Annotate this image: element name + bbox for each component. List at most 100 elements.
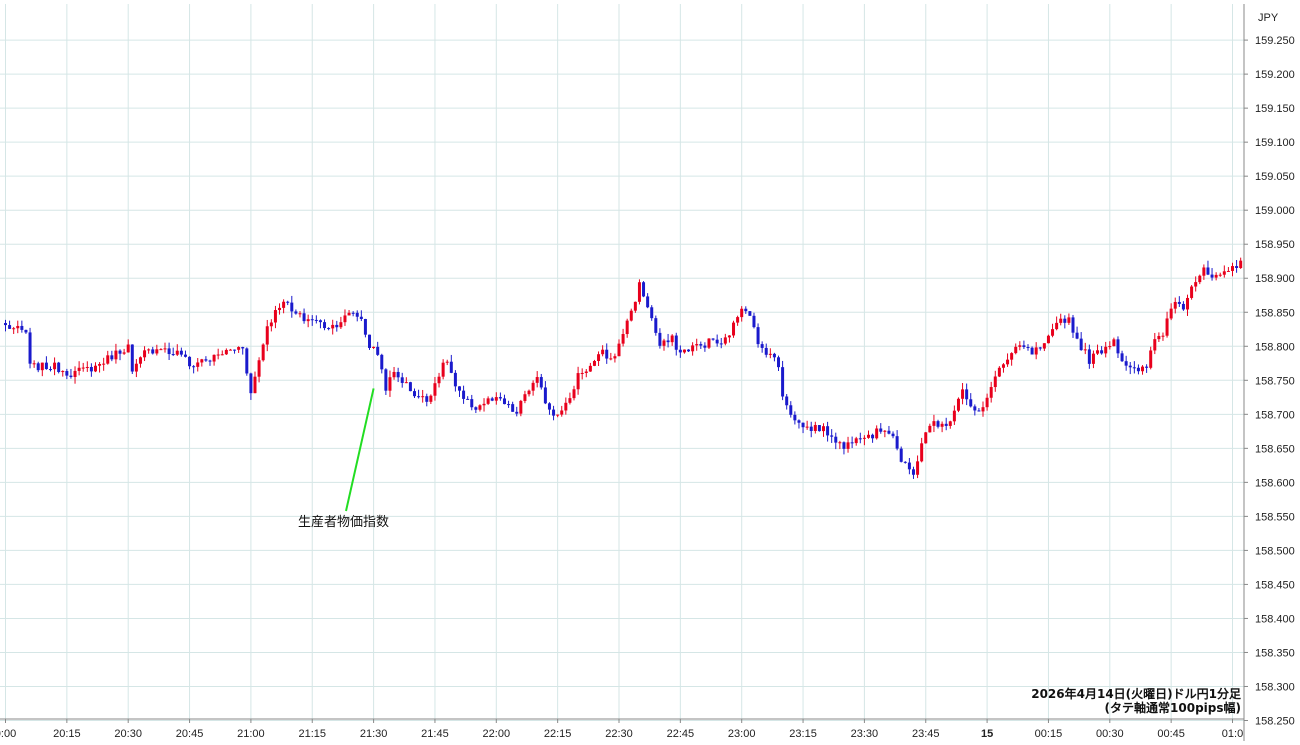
x-tick-label: 23:30 [851, 728, 879, 740]
candle-body [552, 409, 556, 416]
candle-body [228, 349, 232, 351]
candle-body [1239, 260, 1243, 268]
candle-body [711, 338, 715, 340]
x-tick-label: 21:45 [421, 728, 449, 740]
y-tick-label: 158.850 [1255, 307, 1295, 319]
candle-body [1046, 335, 1050, 344]
candle-body [899, 448, 903, 462]
candle-body [1116, 339, 1120, 354]
y-tick-label: 159.250 [1255, 35, 1295, 47]
candle-body [777, 357, 781, 368]
y-tick-label: 158.950 [1255, 239, 1295, 251]
candle-body [171, 354, 175, 356]
candle-body [351, 312, 355, 314]
candle-body [1006, 359, 1010, 365]
candle-body [470, 399, 474, 408]
candle-body [143, 350, 147, 358]
candle-body [138, 357, 142, 364]
candle-body [1190, 286, 1194, 298]
candle-body [314, 319, 318, 321]
candle-body [110, 355, 114, 360]
candle-body [1120, 353, 1124, 362]
x-tick-label: 00:30 [1096, 728, 1124, 740]
candle-body [376, 346, 380, 355]
candle-body [871, 434, 875, 439]
candle-body [183, 354, 187, 357]
candle-body [1165, 318, 1169, 336]
candle-body [519, 400, 523, 414]
candle-body [781, 367, 785, 397]
y-tick-label: 159.200 [1255, 69, 1295, 81]
candle-body [687, 349, 691, 352]
y-tick-label: 158.550 [1255, 511, 1295, 523]
candle-body [952, 410, 956, 422]
candle-body [155, 349, 159, 354]
candle-body [658, 332, 662, 346]
candle-body [1206, 267, 1210, 275]
candle-body [396, 371, 400, 378]
candle-body [1132, 367, 1136, 369]
candle-body [126, 344, 130, 353]
grid-lines [0, 4, 1244, 721]
candle-body [1001, 364, 1005, 368]
candle-body [691, 345, 695, 352]
candle-body [278, 307, 282, 311]
candle-body [932, 421, 936, 426]
x-tick-label: 01:0 [1222, 728, 1243, 740]
candle-body [1055, 322, 1059, 330]
x-tick-label: 22:15 [544, 728, 572, 740]
candle-body [192, 366, 196, 368]
candle-body [151, 349, 155, 354]
y-tick-label: 158.500 [1255, 545, 1295, 557]
candle-body [1169, 308, 1173, 319]
x-tick-label: 20:15 [53, 728, 81, 740]
y-tick-label: 158.600 [1255, 477, 1295, 489]
candle-body [457, 386, 461, 391]
candle-body [556, 414, 560, 416]
candle-body [956, 398, 960, 411]
candle-body [20, 325, 24, 330]
candle-body [793, 414, 797, 421]
candle-body [106, 355, 110, 364]
candle-body [568, 398, 572, 403]
candle-body [433, 383, 437, 396]
candle-body [768, 353, 772, 355]
candle-body [1149, 350, 1153, 368]
candle-body [1051, 329, 1055, 336]
candle-body [895, 436, 899, 449]
candle-body [478, 405, 482, 410]
candle-body [797, 420, 801, 423]
y-tick-label: 158.650 [1255, 443, 1295, 455]
candle-body [490, 398, 494, 401]
candle-body [400, 377, 404, 383]
candle-body [453, 372, 457, 387]
x-tick-label: 23:45 [912, 728, 940, 740]
candle-body [981, 407, 985, 412]
candle-body [290, 302, 294, 312]
candle-body [159, 349, 163, 351]
candle-body [637, 282, 641, 302]
candle-body [842, 442, 846, 449]
candle-body [1063, 318, 1067, 323]
candle-body [188, 356, 192, 367]
candle-body [662, 340, 666, 346]
candle-body [372, 346, 376, 348]
candle-body [1202, 267, 1206, 276]
candle-body [625, 320, 629, 335]
candle-body [196, 362, 200, 367]
candle-body [961, 389, 965, 399]
candle-body [1112, 339, 1116, 347]
annotation-label: 生産者物価指数 [298, 514, 389, 530]
candle-body [678, 349, 682, 353]
candle-body [727, 335, 731, 338]
candle-body [1226, 270, 1230, 272]
candle-body [523, 394, 527, 401]
candle-body [993, 376, 997, 388]
candle-body [1042, 343, 1046, 349]
candle-body [507, 404, 511, 406]
candle-body [81, 367, 85, 369]
y-tick-label: 158.350 [1255, 647, 1295, 659]
candle-body [682, 349, 686, 353]
candle-body [719, 343, 723, 345]
candle-body [339, 322, 343, 328]
